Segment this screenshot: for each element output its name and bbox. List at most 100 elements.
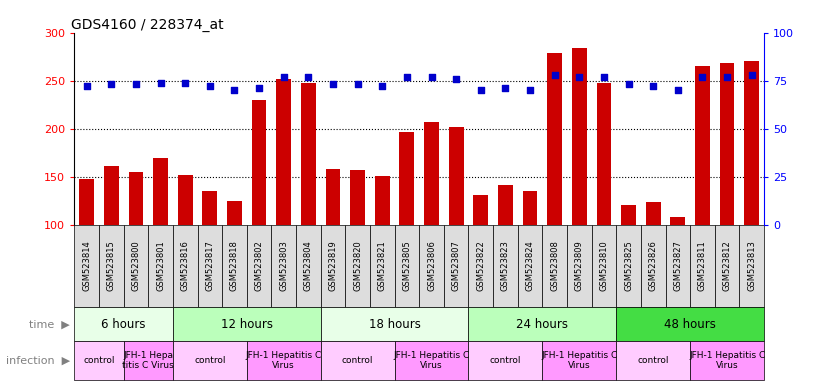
Point	[499, 85, 512, 91]
Point	[425, 74, 438, 80]
Bar	[124, 225, 148, 307]
Text: GSM523819: GSM523819	[329, 240, 338, 291]
Text: GSM523802: GSM523802	[254, 240, 263, 291]
Bar	[252, 100, 267, 225]
Point	[376, 83, 389, 89]
Bar	[543, 225, 567, 307]
Text: control: control	[194, 356, 225, 365]
Bar	[596, 83, 611, 225]
Bar	[247, 225, 272, 307]
Bar	[272, 225, 296, 307]
Text: GSM523804: GSM523804	[304, 240, 313, 291]
Bar	[222, 225, 247, 307]
Point	[130, 81, 143, 88]
Bar	[739, 225, 764, 307]
Text: GSM523821: GSM523821	[377, 240, 387, 291]
Point	[597, 74, 610, 80]
Bar	[444, 225, 468, 307]
Bar	[350, 170, 365, 225]
Text: GSM523800: GSM523800	[131, 240, 140, 291]
Point	[277, 74, 290, 80]
Point	[622, 81, 635, 88]
Bar	[296, 225, 320, 307]
Bar	[666, 225, 691, 307]
Bar	[473, 195, 488, 225]
Point	[745, 72, 758, 78]
Text: control: control	[83, 356, 115, 365]
Bar	[400, 132, 415, 225]
Text: 12 hours: 12 hours	[221, 318, 273, 331]
Text: GSM523817: GSM523817	[206, 240, 214, 291]
Text: GSM523801: GSM523801	[156, 240, 165, 291]
Point	[695, 74, 709, 80]
Bar	[227, 201, 242, 225]
Bar	[548, 53, 562, 225]
Bar	[173, 307, 320, 341]
Bar	[148, 225, 173, 307]
Point	[80, 83, 93, 89]
Bar	[124, 341, 173, 380]
Bar	[543, 341, 616, 380]
Bar	[641, 225, 666, 307]
Point	[672, 87, 685, 93]
Point	[524, 87, 537, 93]
Point	[154, 79, 167, 86]
Bar	[301, 83, 316, 225]
Bar	[567, 225, 591, 307]
Bar	[173, 225, 197, 307]
Text: time  ▶: time ▶	[30, 319, 70, 329]
Bar	[616, 341, 691, 380]
Bar	[197, 225, 222, 307]
Text: GSM523827: GSM523827	[673, 240, 682, 291]
Text: GSM523809: GSM523809	[575, 240, 584, 291]
Text: GSM523811: GSM523811	[698, 240, 707, 291]
Bar	[345, 225, 370, 307]
Bar	[714, 225, 739, 307]
Text: GSM523823: GSM523823	[501, 240, 510, 291]
Text: JFH-1 Hepatitis C
Virus: JFH-1 Hepatitis C Virus	[541, 351, 617, 371]
Bar	[744, 61, 759, 225]
Bar	[129, 172, 144, 225]
Text: GSM523807: GSM523807	[452, 240, 461, 291]
Bar	[178, 175, 192, 225]
Text: GSM523812: GSM523812	[723, 240, 732, 291]
Text: 48 hours: 48 hours	[664, 318, 716, 331]
Bar	[325, 169, 340, 225]
Text: GSM523815: GSM523815	[107, 240, 116, 291]
Bar	[468, 307, 616, 341]
Bar	[591, 225, 616, 307]
Bar	[420, 225, 444, 307]
Bar	[621, 205, 636, 225]
Bar	[79, 179, 94, 225]
Text: GSM523822: GSM523822	[477, 240, 486, 291]
Point	[449, 76, 463, 82]
Text: 18 hours: 18 hours	[368, 318, 420, 331]
Text: control: control	[638, 356, 669, 365]
Point	[548, 72, 562, 78]
Text: GSM523816: GSM523816	[181, 240, 190, 291]
Bar	[572, 48, 586, 225]
Text: JFH-1 Hepatitis C
Virus: JFH-1 Hepatitis C Virus	[689, 351, 765, 371]
Text: control: control	[342, 356, 373, 365]
Bar	[104, 166, 119, 225]
Point	[401, 74, 414, 80]
Bar	[691, 341, 764, 380]
Bar	[202, 191, 217, 225]
Bar	[523, 191, 538, 225]
Bar	[468, 225, 493, 307]
Bar	[493, 225, 518, 307]
Bar	[498, 185, 513, 225]
Text: GSM523806: GSM523806	[427, 240, 436, 291]
Point	[203, 83, 216, 89]
Point	[105, 81, 118, 88]
Bar	[424, 122, 439, 225]
Text: GSM523808: GSM523808	[550, 240, 559, 291]
Text: GSM523825: GSM523825	[624, 240, 633, 291]
Bar	[320, 341, 395, 380]
Text: JFH-1 Hepa
titis C Virus: JFH-1 Hepa titis C Virus	[122, 351, 174, 371]
Text: GDS4160 / 228374_at: GDS4160 / 228374_at	[71, 18, 224, 31]
Bar	[320, 225, 345, 307]
Text: control: control	[490, 356, 521, 365]
Bar	[277, 79, 291, 225]
Bar	[646, 202, 661, 225]
